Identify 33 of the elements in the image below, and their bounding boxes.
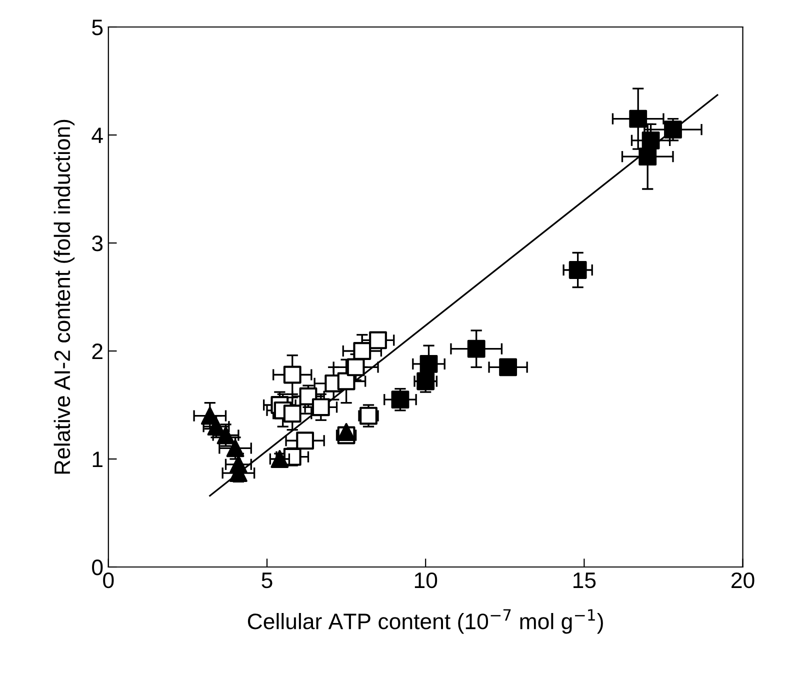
- point: [337, 423, 356, 441]
- x-tick-label: 5: [262, 572, 272, 588]
- point: [369, 331, 387, 350]
- y-tick-label: 1: [92, 452, 102, 468]
- point: [568, 261, 587, 279]
- x-tick-label: 0: [103, 572, 114, 588]
- x-tick-label: 10: [414, 572, 438, 588]
- point: [467, 340, 486, 358]
- point: [420, 354, 438, 373]
- point: [638, 148, 657, 166]
- point: [642, 131, 660, 150]
- point: [391, 390, 410, 409]
- point: [416, 372, 435, 390]
- y-tick-label: 4: [92, 128, 103, 144]
- x-tick-label: 20: [732, 572, 754, 588]
- point: [226, 439, 244, 458]
- point: [629, 110, 648, 128]
- y-tick-label: 3: [92, 236, 103, 252]
- point: [346, 358, 365, 376]
- point: [283, 366, 302, 384]
- point: [312, 398, 330, 416]
- y-axis-title: Relative AI-2 content (fold induction): [54, 120, 75, 474]
- x-axis-title: Cellular ATP content (10$^{−7}$ mol g$^{−1}$): [248, 609, 603, 634]
- y-tick-label: 0: [92, 560, 103, 576]
- x-tick-label: 15: [574, 572, 596, 588]
- point: [207, 418, 226, 436]
- point: [296, 432, 314, 450]
- point: [337, 372, 356, 390]
- y-tick-label: 5: [92, 20, 103, 36]
- point: [499, 358, 518, 376]
- y-tick-label: 2: [92, 344, 102, 360]
- point: [353, 342, 372, 360]
- point: [360, 406, 378, 425]
